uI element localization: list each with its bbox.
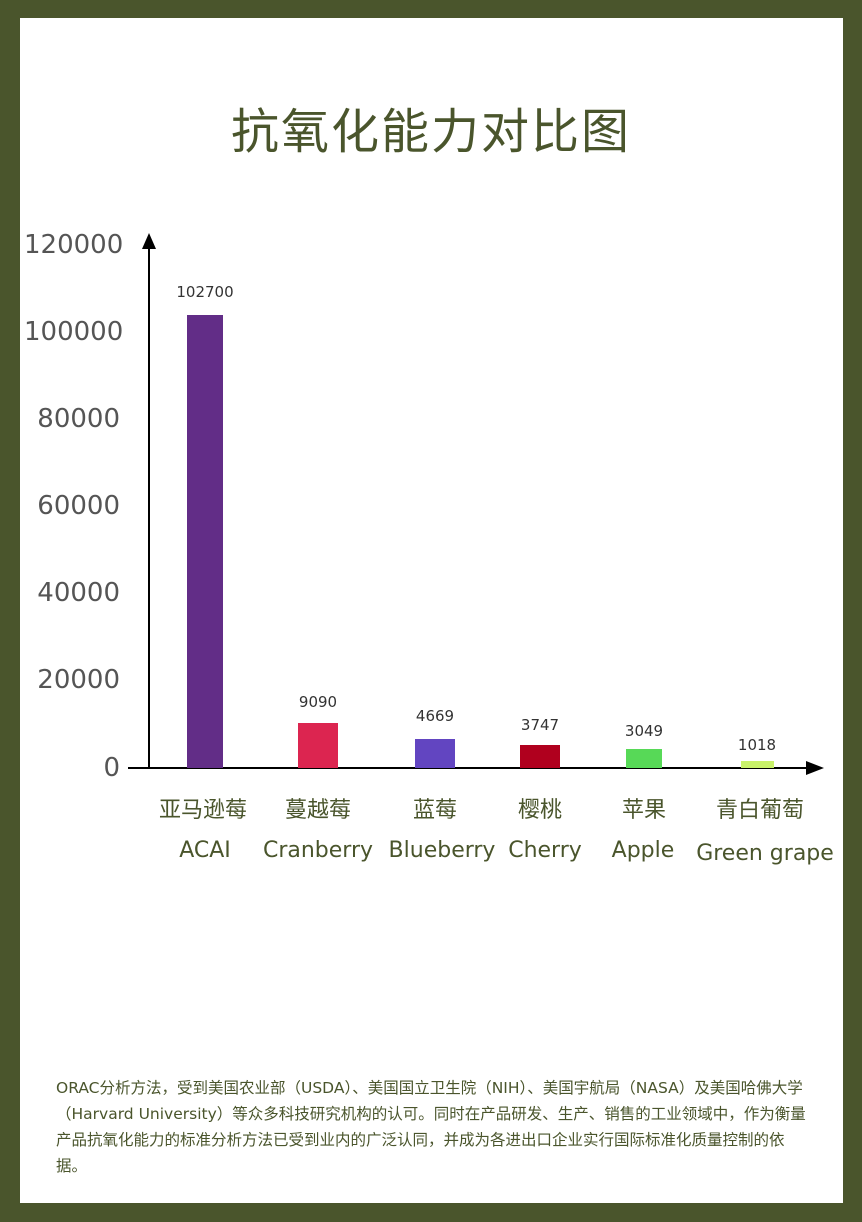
y-axis-arrow-icon [142, 233, 156, 249]
category-label-cn: 苹果 [621, 798, 666, 823]
y-tick-label: 60000 [37, 491, 120, 521]
category-label-en: Cranberry [262, 838, 374, 863]
y-tick-label: 0 [103, 753, 120, 783]
y-tick-label: 80000 [37, 404, 120, 434]
category-label-cn: 蓝莓 [412, 798, 457, 823]
category-label-cn: 蔓越莓 [284, 798, 351, 823]
footnote: ORAC分析方法，受到美国农业部（USDA）、美国国立卫生院（NIH）、美国宇航… [56, 1079, 806, 1175]
y-tick-label: 120000 [24, 230, 124, 260]
category-label-cn: 亚马逊莓 [158, 798, 247, 823]
bar-acai [187, 315, 223, 768]
x-axis-arrow-icon [806, 761, 824, 775]
value-label: 1018 [737, 736, 777, 754]
chart-panel [20, 18, 843, 1203]
y-axis [148, 246, 150, 768]
category-label-en: Blueberry [388, 838, 496, 863]
value-label: 4669 [415, 707, 455, 725]
category-label-en: Cherry [508, 838, 582, 863]
y-tick-label: 100000 [24, 317, 124, 347]
value-label: 3747 [520, 716, 560, 734]
value-label: 9090 [298, 693, 338, 711]
bar-green-grape [741, 761, 774, 768]
bar-blueberry [415, 739, 455, 768]
category-label-cn: 青白葡萄 [715, 798, 804, 823]
y-tick-label: 40000 [37, 578, 120, 608]
bar-apple [626, 749, 662, 768]
category-label-en: ACAI [179, 838, 231, 863]
y-tick-label: 20000 [37, 665, 120, 695]
category-label-en: Green grape [696, 841, 834, 866]
bar-cranberry [298, 723, 338, 768]
category-label-en: Apple [611, 838, 675, 863]
value-label: 3049 [624, 722, 664, 740]
category-label-cn: 樱桃 [517, 798, 562, 823]
x-axis [128, 767, 808, 769]
value-label: 102700 [176, 283, 234, 301]
chart-title: 抗氧化能力对比图 [230, 104, 631, 160]
bar-cherry [520, 745, 560, 768]
